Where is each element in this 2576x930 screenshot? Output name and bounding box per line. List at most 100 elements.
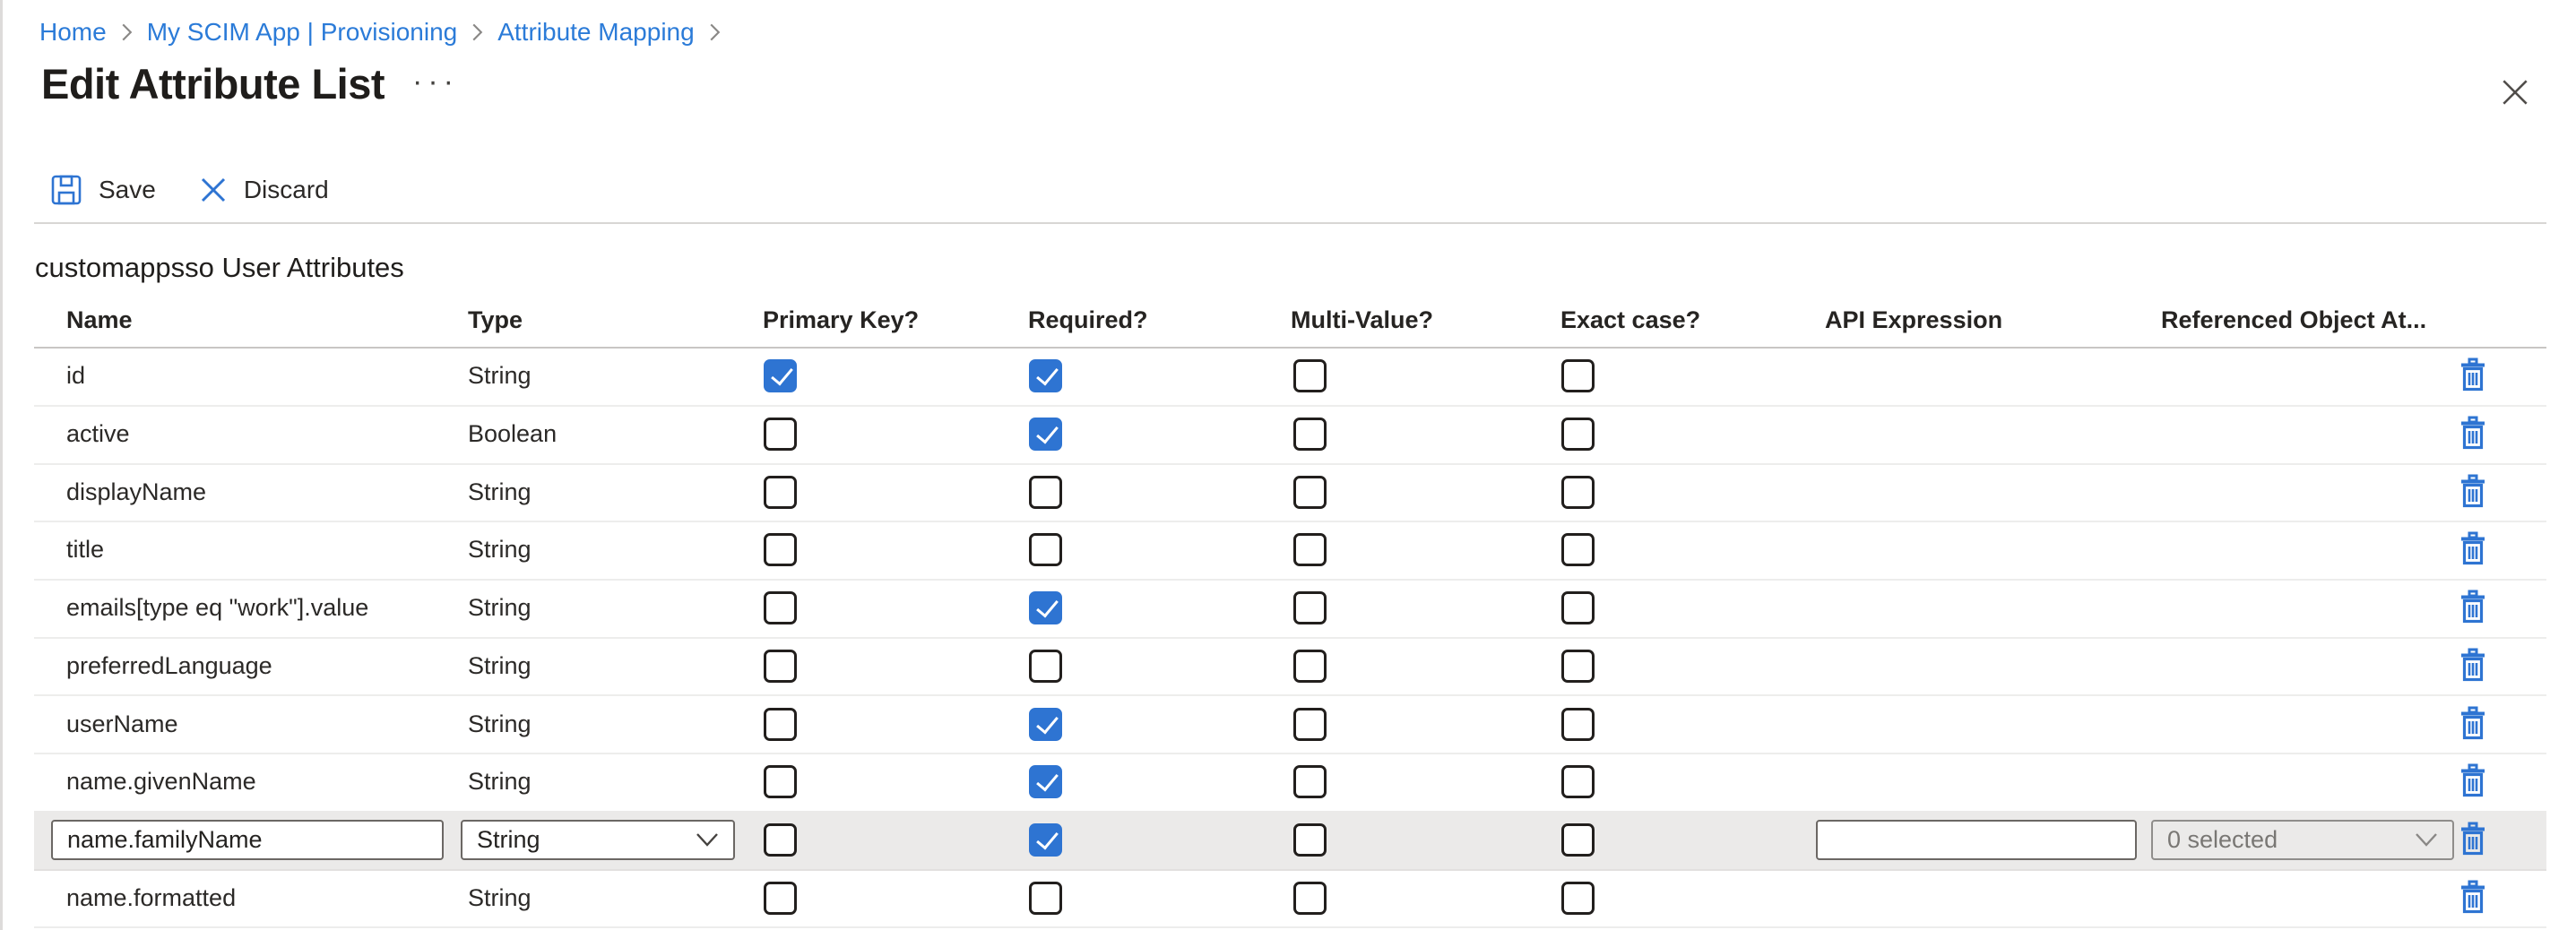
api-expression-input[interactable] [1816, 819, 2137, 860]
chevron-right-icon [710, 23, 720, 41]
column-header-required: Required? [1028, 306, 1148, 333]
attribute-type-select[interactable]: String [461, 819, 735, 860]
chevron-right-icon [472, 23, 483, 41]
close-icon [2503, 80, 2528, 105]
required-checkbox[interactable] [1029, 822, 1062, 857]
required-checkbox[interactable] [1029, 765, 1062, 799]
attribute-type-cell: String [468, 768, 532, 796]
column-header-name: Name [66, 306, 133, 333]
referenced-object-value: 0 selected [2167, 825, 2278, 853]
required-checkbox[interactable] [1029, 591, 1062, 625]
attribute-name-input[interactable] [51, 819, 444, 860]
exact-case-checkbox[interactable] [1561, 649, 1595, 683]
multi-value-checkbox[interactable] [1293, 591, 1327, 625]
column-header-multi-value: Multi-Value? [1291, 306, 1434, 333]
table-row: emails[type eq "work"].value String [34, 579, 2546, 639]
multi-value-checkbox[interactable] [1293, 475, 1327, 509]
delete-attribute-button[interactable] [2459, 357, 2488, 393]
exact-case-checkbox[interactable] [1561, 359, 1595, 393]
primary-key-checkbox[interactable] [764, 475, 797, 509]
exact-case-checkbox[interactable] [1561, 765, 1595, 799]
exact-case-checkbox[interactable] [1561, 475, 1595, 509]
required-checkbox[interactable] [1029, 359, 1062, 393]
table-row: title String [34, 521, 2546, 581]
primary-key-checkbox[interactable] [764, 418, 797, 451]
multi-value-checkbox[interactable] [1293, 359, 1327, 393]
trash-icon [2461, 416, 2485, 450]
primary-key-checkbox[interactable] [764, 765, 797, 799]
exact-case-checkbox[interactable] [1561, 533, 1595, 567]
trash-icon [2461, 590, 2485, 624]
multi-value-checkbox[interactable] [1293, 822, 1327, 857]
type-select-value: String [477, 825, 540, 853]
table-row: name.formatted String [34, 869, 2546, 929]
close-button[interactable] [2499, 73, 2537, 111]
breadcrumb-link-home[interactable]: Home [39, 18, 107, 46]
toolbar-divider [34, 222, 2546, 224]
column-header-api-expression: API Expression [1825, 306, 2003, 333]
attribute-type-cell: String [468, 536, 532, 564]
required-checkbox[interactable] [1029, 881, 1062, 915]
trash-icon [2461, 648, 2485, 681]
breadcrumb: Home My SCIM App | Provisioning Attribut… [39, 14, 722, 50]
save-button-label: Save [99, 176, 156, 203]
trash-icon [2461, 531, 2485, 565]
delete-attribute-button[interactable] [2459, 474, 2488, 510]
blade-left-edge [0, 0, 3, 930]
exact-case-checkbox[interactable] [1561, 418, 1595, 451]
multi-value-checkbox[interactable] [1293, 649, 1327, 683]
delete-attribute-button[interactable] [2459, 648, 2488, 684]
attribute-name-cell: displayName [66, 478, 207, 505]
delete-attribute-button[interactable] [2459, 706, 2488, 742]
required-checkbox[interactable] [1029, 649, 1062, 683]
delete-attribute-button[interactable] [2459, 880, 2488, 916]
primary-key-checkbox[interactable] [764, 822, 797, 857]
column-header-referenced-object: Referenced Object At... [2161, 306, 2427, 333]
breadcrumb-link-provisioning[interactable]: My SCIM App | Provisioning [146, 18, 458, 46]
exact-case-checkbox[interactable] [1561, 591, 1595, 625]
delete-attribute-button[interactable] [2459, 590, 2488, 625]
save-button[interactable]: Save [50, 174, 156, 206]
multi-value-checkbox[interactable] [1293, 533, 1327, 567]
referenced-object-dropdown[interactable]: 0 selected [2151, 819, 2454, 860]
primary-key-checkbox[interactable] [764, 533, 797, 567]
multi-value-checkbox[interactable] [1293, 707, 1327, 741]
column-header-exact-case: Exact case? [1560, 306, 1701, 333]
table-header-row: Name Type Primary Key? Required? Multi-V… [34, 296, 2546, 349]
primary-key-checkbox[interactable] [764, 359, 797, 393]
table-row: active Boolean [34, 405, 2546, 465]
attribute-type-cell: Boolean [468, 420, 558, 447]
delete-attribute-button[interactable] [2459, 822, 2488, 857]
multi-value-checkbox[interactable] [1293, 418, 1327, 451]
required-checkbox[interactable] [1029, 533, 1062, 567]
breadcrumb-link-attribute-mapping[interactable]: Attribute Mapping [497, 18, 695, 46]
exact-case-checkbox[interactable] [1561, 822, 1595, 857]
discard-button[interactable]: Discard [199, 176, 329, 204]
multi-value-checkbox[interactable] [1293, 765, 1327, 799]
trash-icon [2461, 474, 2485, 507]
exact-case-checkbox[interactable] [1561, 881, 1595, 915]
exact-case-checkbox[interactable] [1561, 707, 1595, 741]
multi-value-checkbox[interactable] [1293, 881, 1327, 915]
attribute-name-cell: active [66, 420, 130, 447]
delete-attribute-button[interactable] [2459, 763, 2488, 799]
attribute-name-cell: name.formatted [66, 883, 237, 911]
required-checkbox[interactable] [1029, 707, 1062, 741]
attribute-type-cell: String [468, 362, 532, 390]
primary-key-checkbox[interactable] [764, 591, 797, 625]
delete-attribute-button[interactable] [2459, 531, 2488, 567]
required-checkbox[interactable] [1029, 475, 1062, 509]
table-row: userName String [34, 695, 2546, 755]
table-row: name.givenName String [34, 753, 2546, 813]
delete-attribute-button[interactable] [2459, 416, 2488, 452]
chevron-right-icon [122, 23, 133, 41]
more-options-button[interactable]: ··· [412, 65, 459, 99]
primary-key-checkbox[interactable] [764, 881, 797, 915]
primary-key-checkbox[interactable] [764, 649, 797, 683]
required-checkbox[interactable] [1029, 418, 1062, 451]
trash-icon [2461, 763, 2485, 797]
chevron-down-icon [696, 833, 718, 847]
primary-key-checkbox[interactable] [764, 707, 797, 741]
chevron-down-icon [2416, 833, 2437, 847]
table-row: id String [34, 347, 2546, 407]
